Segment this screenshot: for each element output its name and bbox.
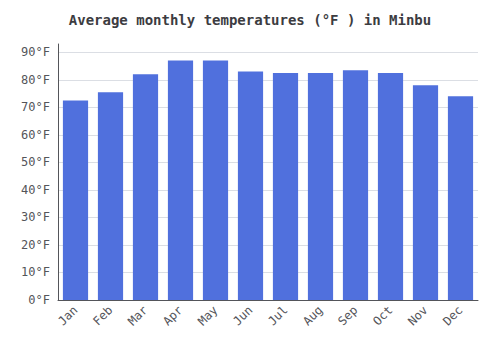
svg-text:90°F: 90°F (21, 45, 50, 59)
svg-text:Mar: Mar (125, 303, 150, 328)
svg-text:Dec: Dec (440, 303, 465, 328)
svg-text:Oct: Oct (370, 303, 395, 328)
svg-text:60°F: 60°F (21, 128, 50, 142)
svg-text:30°F: 30°F (21, 210, 50, 224)
svg-text:70°F: 70°F (21, 100, 50, 114)
svg-text:Jun: Jun (230, 303, 255, 328)
svg-text:Jan: Jan (55, 303, 80, 328)
svg-text:20°F: 20°F (21, 238, 50, 252)
svg-text:Sep: Sep (335, 303, 360, 328)
svg-text:50°F: 50°F (21, 155, 50, 169)
svg-text:Apr: Apr (160, 303, 185, 328)
svg-text:Average monthly temperatures (: Average monthly temperatures (°F ) in Mi… (69, 12, 431, 28)
svg-text:80°F: 80°F (21, 73, 50, 87)
svg-text:Feb: Feb (90, 303, 115, 328)
svg-text:40°F: 40°F (21, 183, 50, 197)
svg-text:Nov: Nov (405, 303, 430, 328)
svg-text:0°F: 0°F (28, 293, 50, 307)
svg-text:10°F: 10°F (21, 265, 50, 279)
svg-text:Jul: Jul (265, 303, 290, 328)
svg-text:Aug: Aug (300, 303, 325, 328)
svg-text:May: May (195, 303, 220, 328)
